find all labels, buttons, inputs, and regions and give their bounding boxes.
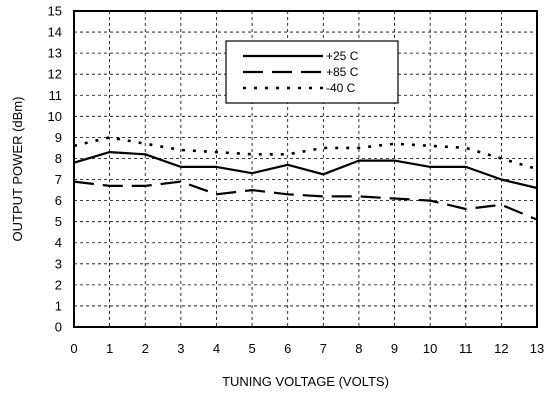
- x-tick-label: 2: [142, 341, 149, 356]
- y-tick-label: 6: [55, 193, 62, 208]
- series-line-1: [73, 151, 538, 190]
- y-tick-label: 15: [48, 4, 62, 19]
- grid-lines: [74, 11, 537, 327]
- series-line-2: [73, 180, 538, 221]
- x-tick-label: 1: [106, 341, 113, 356]
- y-tick-label: 2: [55, 277, 62, 292]
- x-tick-label: 6: [284, 341, 291, 356]
- x-tick-label: 13: [530, 341, 544, 356]
- y-tick-label: 9: [55, 130, 62, 145]
- y-tick-label: 13: [48, 46, 62, 61]
- legend-label-1: +25 C: [326, 49, 359, 63]
- x-axis-label: TUNING VOLTAGE (VOLTS): [222, 374, 389, 389]
- y-axis-label: OUTPUT POWER (dBm): [10, 97, 25, 242]
- x-tick-label: 10: [423, 341, 437, 356]
- y-tick-label: 3: [55, 256, 62, 271]
- legend-label-2: +85 C: [326, 65, 359, 79]
- x-tick-label: 4: [213, 341, 220, 356]
- legend-label-3: -40 C: [326, 81, 356, 95]
- y-tick-label: 8: [55, 151, 62, 166]
- x-tick-label: 8: [355, 341, 362, 356]
- y-tick-label: 0: [55, 320, 62, 335]
- series-lines: [73, 136, 538, 221]
- x-tick-label: 0: [70, 341, 77, 356]
- y-tick-label: 7: [55, 172, 62, 187]
- x-tick-label: 7: [320, 341, 327, 356]
- x-tick-label: 9: [391, 341, 398, 356]
- y-tick-label: 12: [48, 67, 62, 82]
- x-tick-label: 5: [248, 341, 255, 356]
- series-line-3: [73, 136, 538, 171]
- x-tick-label: 12: [494, 341, 508, 356]
- plot-area-frame: [73, 10, 538, 328]
- y-tick-label: 11: [49, 88, 63, 103]
- x-tick-labels: 0 1 2 3 4 5 6 7 8 9 10 11 12 13: [70, 341, 544, 356]
- y-tick-label: 5: [55, 214, 62, 229]
- y-tick-label: 10: [48, 109, 62, 124]
- y-tick-label: 4: [55, 235, 62, 250]
- legend: +25 C +85 C -40 C: [225, 40, 399, 104]
- x-tick-label: 11: [459, 341, 473, 356]
- y-tick-label: 14: [48, 25, 62, 40]
- y-tick-label: 1: [55, 298, 62, 313]
- x-tick-label: 3: [177, 341, 184, 356]
